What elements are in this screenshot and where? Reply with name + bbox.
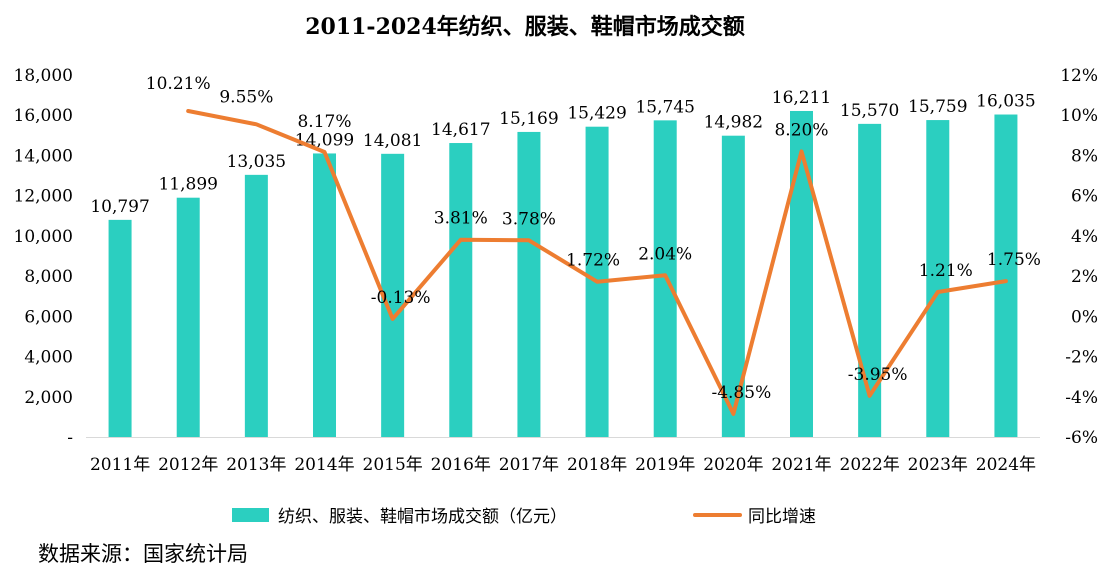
y-left-tick-label: 16,000	[14, 106, 73, 126]
legend-line-label: 同比增速	[748, 507, 816, 527]
x-tick-label: 2016年	[431, 455, 491, 475]
line-value-label: 8.17%	[297, 112, 351, 132]
y-right-tick-label: 10%	[1060, 106, 1098, 126]
x-tick-label: 2021年	[771, 455, 831, 475]
y-left-tick-label: 14,000	[14, 146, 73, 166]
bar-value-label: 16,035	[976, 92, 1035, 112]
bar	[790, 110, 813, 438]
bar-value-label: 13,035	[227, 152, 286, 172]
bar-value-label: 14,617	[431, 120, 490, 140]
bar-value-label: 16,211	[772, 88, 831, 108]
x-tick-label: 2014年	[294, 455, 354, 475]
x-tick-label: 2022年	[840, 455, 900, 475]
x-tick-label: 2019年	[635, 455, 695, 475]
bar-value-label: 15,570	[840, 101, 899, 121]
bar	[994, 114, 1018, 437]
bar-value-label: 10,797	[90, 197, 149, 217]
bar-value-label: 15,745	[635, 97, 694, 117]
plot-area: - 2,000 4,000 6,000 8,000 10,000 12,000 14,000 1…	[14, 66, 1098, 475]
bar	[244, 174, 268, 437]
bar-value-label: 15,169	[499, 109, 558, 129]
x-tick-label: 2023年	[908, 455, 968, 475]
legend-bar-label: 纺织、服装、鞋帽市场成交额（亿元）	[278, 507, 567, 527]
line-value-label: 10.21%	[146, 74, 211, 94]
legend-bar-swatch	[232, 508, 269, 522]
bar	[517, 131, 541, 437]
bar	[108, 219, 132, 437]
bar	[858, 123, 882, 438]
bar-value-label: 14,081	[363, 131, 422, 151]
y-right-tick-label: 4%	[1071, 227, 1098, 247]
bar-value-label: 11,899	[158, 175, 217, 195]
line-value-label: 2.04%	[638, 244, 692, 264]
line-value-label: 8.20%	[774, 120, 828, 140]
y-left-tick-label: 10,000	[14, 227, 73, 247]
bar	[449, 143, 473, 437]
y-right-tick-label: -4%	[1065, 388, 1098, 408]
y-left-tick-label: 12,000	[14, 187, 73, 207]
bar-value-label: 15,759	[908, 97, 967, 117]
bar-value-label: 14,982	[704, 113, 763, 133]
x-tick-label: 2012年	[158, 455, 218, 475]
line-value-label: 3.78%	[502, 209, 556, 229]
line-value-label: 3.81%	[434, 209, 488, 229]
x-tick-label: 2015年	[363, 455, 423, 475]
y-right-tick-label: 8%	[1071, 146, 1098, 166]
bar-value-label: 15,429	[567, 104, 626, 124]
bar-value-label: 14,099	[295, 130, 354, 150]
bar	[381, 153, 405, 438]
x-tick-label: 2013年	[226, 455, 286, 475]
line-value-label: -0.13%	[371, 288, 431, 308]
x-tick-label: 2011年	[90, 455, 150, 475]
line-value-label: 1.75%	[987, 250, 1041, 270]
x-tick-label: 2020年	[703, 455, 763, 475]
x-tick-label: 2017年	[499, 455, 559, 475]
line-value-label: 1.21%	[919, 261, 973, 281]
y-left-tick-label: 6,000	[24, 307, 73, 327]
y-left-tick-label: 4,000	[24, 348, 73, 368]
chart-title: 2011-2024年纺织、服装、鞋帽市场成交额	[305, 14, 745, 40]
x-tick-label: 2024年	[976, 455, 1036, 475]
bar	[176, 197, 200, 437]
y-right-tick-label: 0%	[1071, 307, 1098, 327]
y-left-tick-label: 8,000	[24, 267, 73, 287]
y-left-tick-label: -	[67, 428, 73, 448]
bar	[926, 120, 950, 437]
line-value-label: -3.95%	[848, 365, 908, 385]
y-right-tick-label: -6%	[1065, 428, 1098, 448]
y-left-tick-label: 18,000	[14, 66, 73, 86]
y-right-tick-label: 6%	[1071, 187, 1098, 207]
y-left-tick-label: 2,000	[24, 388, 73, 408]
y-right-tick-label: 12%	[1060, 66, 1098, 86]
y-right-tick-label: -2%	[1065, 348, 1098, 368]
legend: 纺织、服装、鞋帽市场成交额（亿元） 同比增速	[232, 507, 816, 527]
line-value-label: 1.72%	[566, 251, 620, 271]
growth-rate-line	[186, 109, 1008, 416]
line-value-label: -4.85%	[711, 383, 771, 403]
bar	[313, 153, 336, 438]
bar	[721, 135, 745, 438]
line-value-label: 9.55%	[219, 87, 273, 107]
source-note: 数据来源：国家统计局	[38, 542, 248, 566]
y-right-tick-label: 2%	[1071, 267, 1098, 287]
x-tick-label: 2018年	[567, 455, 627, 475]
